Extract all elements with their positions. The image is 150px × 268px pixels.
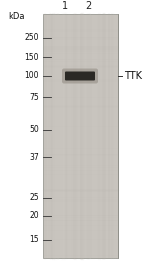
Text: 25: 25 [29, 193, 39, 203]
Text: 37: 37 [29, 152, 39, 162]
FancyBboxPatch shape [62, 69, 98, 84]
Text: 15: 15 [29, 236, 39, 244]
Text: 150: 150 [24, 53, 39, 61]
Text: 2: 2 [85, 1, 91, 11]
Bar [43, 14, 118, 258]
Text: TTK: TTK [124, 71, 142, 81]
Text: 100: 100 [24, 72, 39, 80]
Text: 50: 50 [29, 125, 39, 135]
Text: 20: 20 [29, 211, 39, 221]
Text: 1: 1 [62, 1, 68, 11]
Text: 75: 75 [29, 92, 39, 102]
Text: kDa: kDa [8, 12, 24, 21]
FancyBboxPatch shape [65, 72, 95, 80]
Text: 250: 250 [24, 34, 39, 43]
